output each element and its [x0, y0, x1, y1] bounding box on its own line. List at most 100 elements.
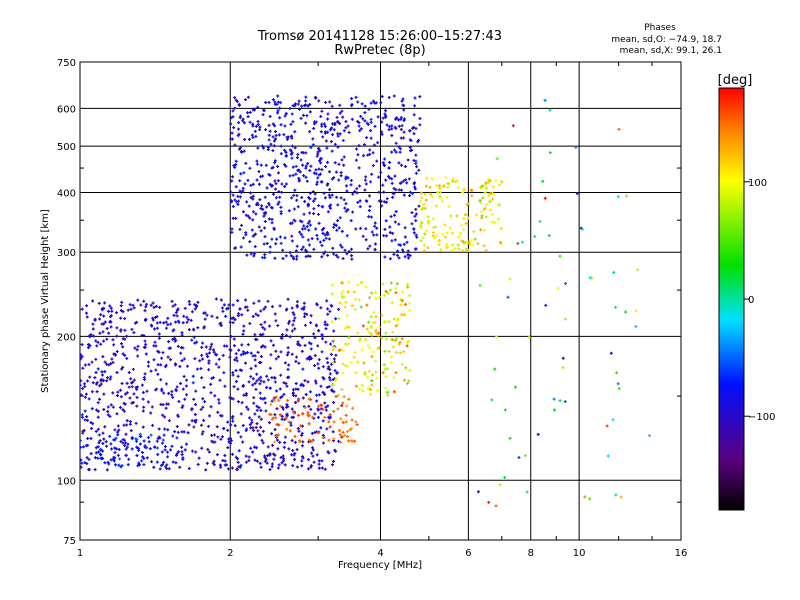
data-point [176, 450, 180, 454]
data-point [263, 459, 267, 463]
data-point [186, 318, 190, 322]
data-point [310, 237, 314, 241]
data-point [328, 188, 332, 192]
data-point [316, 415, 320, 419]
data-point [223, 463, 227, 467]
data-point [404, 178, 408, 182]
data-point [271, 149, 275, 153]
data-point [98, 317, 102, 321]
data-point [240, 223, 244, 227]
data-point [274, 134, 278, 138]
data-point [401, 290, 405, 294]
data-point [138, 432, 142, 436]
data-point [302, 307, 306, 311]
data-point [432, 235, 436, 239]
data-point [381, 116, 385, 120]
data-point [222, 427, 226, 431]
data-point [306, 221, 310, 225]
data-point [274, 182, 278, 186]
data-point [232, 126, 236, 130]
data-point [255, 372, 259, 376]
data-point [295, 254, 299, 258]
data-point [473, 237, 477, 241]
data-point [257, 377, 261, 381]
data-point [381, 183, 385, 187]
data-point [414, 212, 418, 216]
data-point [365, 327, 369, 331]
data-point [86, 346, 90, 350]
data-point [183, 306, 187, 310]
data-point [233, 424, 237, 428]
data-point [189, 318, 193, 322]
data-point [168, 358, 172, 362]
data-point [352, 355, 356, 359]
data-point [435, 184, 439, 188]
data-point [366, 247, 370, 251]
data-point [144, 352, 148, 356]
data-point [166, 455, 170, 459]
data-point [239, 353, 243, 357]
data-point [490, 398, 494, 402]
data-point [250, 421, 254, 425]
data-point [387, 349, 391, 353]
data-point [112, 438, 116, 442]
data-point [350, 418, 354, 422]
data-point [301, 396, 305, 400]
data-point [388, 257, 392, 261]
data-point [304, 393, 308, 397]
data-point [119, 329, 123, 333]
data-point [80, 383, 82, 387]
data-point [162, 391, 166, 395]
data-point [228, 355, 232, 359]
data-point [445, 231, 449, 235]
data-point [196, 326, 200, 330]
data-point [343, 305, 347, 309]
data-point [307, 228, 311, 232]
data-point [80, 379, 83, 383]
data-point [301, 455, 305, 459]
data-point [295, 355, 299, 359]
data-point [236, 202, 240, 206]
data-point [371, 350, 375, 354]
data-point [161, 413, 165, 417]
data-point [279, 212, 283, 216]
colorbar-tick-label: 0 [748, 295, 754, 306]
data-point [373, 321, 377, 325]
data-point [499, 226, 503, 230]
data-point [316, 176, 320, 180]
data-point [199, 407, 203, 411]
data-point [301, 367, 305, 371]
data-point [344, 342, 348, 346]
data-point [210, 433, 214, 437]
data-point [212, 433, 216, 437]
data-point [116, 394, 120, 398]
data-point [127, 457, 131, 461]
data-point [421, 236, 425, 240]
data-point [406, 249, 410, 253]
data-point [84, 444, 88, 448]
data-point [320, 337, 324, 341]
data-point [419, 239, 423, 243]
data-point [330, 292, 334, 296]
data-point [361, 117, 365, 121]
data-point [376, 388, 380, 392]
data-point [364, 199, 368, 203]
data-point [268, 467, 272, 471]
data-point [94, 446, 98, 450]
data-point [283, 463, 287, 467]
data-point [321, 436, 325, 440]
data-point [259, 408, 263, 412]
data-point [308, 211, 312, 215]
data-point [305, 224, 309, 228]
data-point [83, 385, 87, 389]
data-point [408, 294, 412, 298]
data-point [406, 252, 410, 256]
data-point [93, 318, 97, 322]
data-point [369, 392, 373, 396]
data-points [80, 94, 651, 508]
data-point [321, 365, 325, 369]
data-point [143, 339, 147, 343]
data-point [350, 102, 354, 106]
data-point [276, 324, 280, 328]
data-point [301, 163, 305, 167]
